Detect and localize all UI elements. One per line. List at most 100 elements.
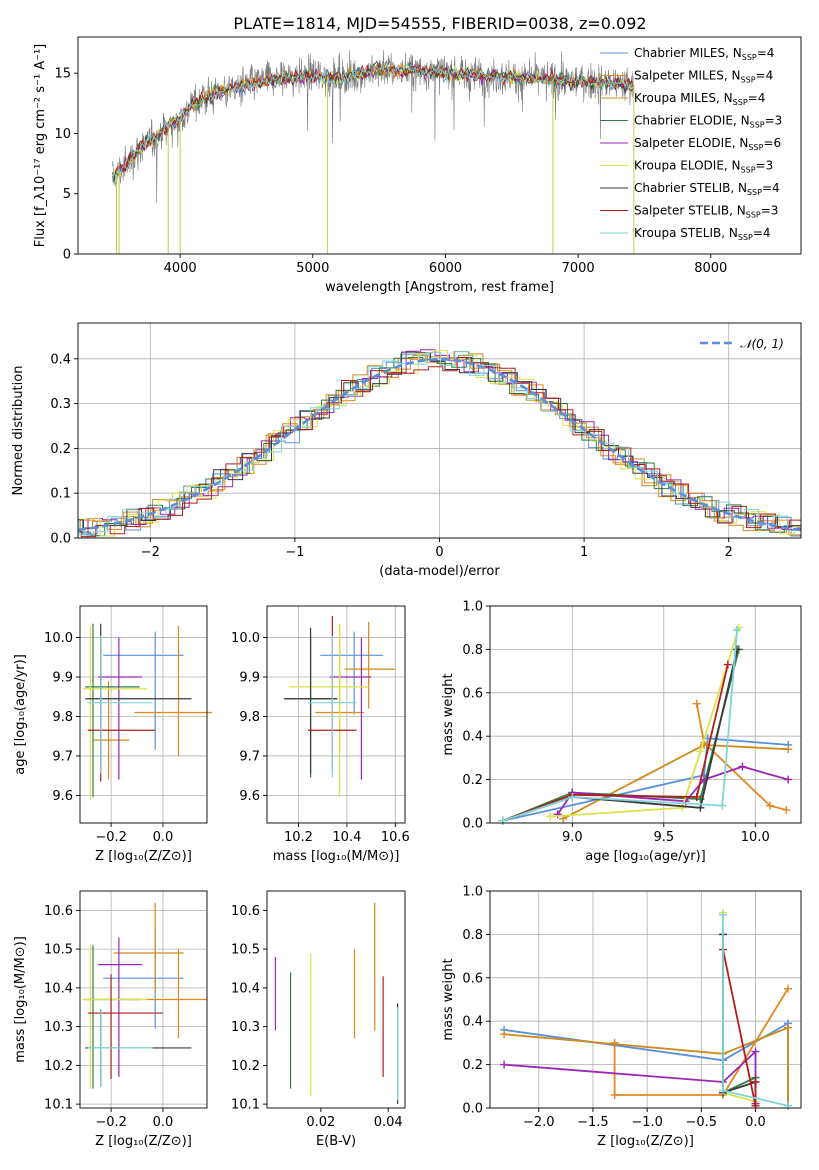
- y-axis-label: Normed distribution: [11, 366, 26, 496]
- histogram-panel: −2 −1 0 1 2 0.0 0.1 0.2 0.3 0.4 (data-model)/error…: [11, 322, 802, 579]
- errorbar-point: [82, 945, 148, 1089]
- y-tick-label: 0.6: [462, 686, 483, 701]
- weight-line: [502, 629, 738, 822]
- age-vs-Z-panel: −0.2 0.0 9.6 9.7 9.8 9.9 10.0 Z [log₁₀(Z/Z⊙)] ag…: [13, 605, 213, 864]
- y-tick-label: 9.8: [52, 710, 73, 725]
- legend-label: 𝒩(0, 1): [740, 337, 784, 351]
- y-tick-label: 10.6: [231, 904, 260, 919]
- y-tick-label: 5: [63, 187, 71, 202]
- y-tick-label: 0.0: [50, 532, 71, 547]
- grid-lines: [267, 606, 405, 823]
- y-tick-label: 0.1: [50, 487, 71, 502]
- weight-series: [553, 762, 793, 819]
- x-tick-label: −1.5: [577, 1115, 609, 1130]
- x-axis-label: (data-model)/error: [379, 564, 500, 579]
- errorbar-point: [329, 637, 372, 780]
- figure-title: PLATE=1814, MJD=54555, FIBERID=0038, z=0…: [233, 14, 646, 33]
- legend-label: Kroupa ELODIE, NSSP=3: [634, 159, 773, 175]
- x-axis-label: wavelength [Angstrom, rest frame]: [325, 280, 554, 295]
- errorbar-point: [87, 635, 153, 774]
- weight-vs-Z-panel: −2.0 −1.5 −1.0 −0.5 0.0 0.0 0.2 0.4 0.6 0.8 1.0 Z […: [441, 885, 802, 1149]
- x-tick-label: 0: [435, 545, 443, 560]
- mass-vs-ebv-panel: 0.02 0.04 10.1 10.2 10.3 10.4 10.5 10.6 E(B-V): [231, 890, 406, 1149]
- gaussian-curve: [77, 357, 802, 532]
- y-tick-label: 0.4: [50, 352, 71, 367]
- x-axis-label: Z [log₁₀(Z/Z⊙)]: [95, 849, 192, 864]
- weight-marker: [718, 1086, 727, 1095]
- plot-frame: [489, 605, 802, 824]
- weight-line: [550, 627, 740, 818]
- x-tick-label: −2: [141, 545, 160, 560]
- x-axis-label: E(B-V): [316, 1134, 356, 1149]
- y-tick-label: 0.2: [462, 1058, 483, 1073]
- weight-line: [504, 1026, 789, 1106]
- weight-marker: [546, 812, 555, 821]
- weight-marker: [500, 1060, 509, 1069]
- grid-lines: [80, 606, 207, 823]
- y-tick-label: 0.8: [462, 643, 483, 658]
- weight-marker: [718, 801, 727, 810]
- weight-marker: [751, 1077, 760, 1086]
- y-tick-label: 10.4: [231, 981, 260, 996]
- spectrum-model-line: [112, 62, 634, 182]
- plot-frame: [266, 890, 406, 1109]
- errorbar-point: [320, 631, 384, 715]
- legend-label: Kroupa MILES, NSSP=4: [634, 91, 765, 107]
- errorbar-point: [87, 639, 156, 782]
- x-tick-label: 4000: [164, 261, 197, 276]
- plot-frame: [489, 890, 802, 1109]
- legend-label: Chabrier MILES, NSSP=4: [634, 46, 774, 62]
- weight-line: [613, 988, 789, 1096]
- spectrum-legend: Chabrier MILES, NSSP=4 Salpeter MILES, NS…: [600, 46, 782, 242]
- y-tick-label: 0.2: [462, 773, 483, 788]
- y-tick-label: 9.7: [239, 749, 260, 764]
- mass-vs-Z-panel: −0.2 0.0 10.1 10.2 10.3 10.4 10.5 10.6 Z [log₁₀(…: [13, 890, 208, 1149]
- y-tick-label: 9.8: [239, 710, 260, 725]
- x-tick-label: −0.5: [686, 1115, 718, 1130]
- x-tick-label: 0.02: [306, 1115, 335, 1130]
- weight-series: [692, 699, 791, 814]
- plot-frame: [266, 605, 406, 824]
- y-tick-label: 9.6: [239, 789, 260, 804]
- weight-series: [498, 625, 741, 825]
- x-tick-label: −1: [285, 545, 304, 560]
- y-tick-label: 10: [54, 127, 71, 142]
- y-tick-label: 10.2: [44, 1059, 73, 1074]
- y-tick-label: 10.0: [44, 631, 73, 646]
- x-tick-label: 0.04: [374, 1115, 403, 1130]
- weight-marker: [723, 660, 732, 669]
- weight-line: [504, 1049, 757, 1104]
- x-tick-label: 1: [580, 545, 588, 560]
- x-tick-label: −0.2: [95, 1115, 127, 1130]
- weight-marker: [696, 747, 705, 756]
- y-tick-label: 0.3: [50, 397, 71, 412]
- weight-marker: [783, 1023, 792, 1032]
- x-tick-label: 10.2: [284, 830, 313, 845]
- y-tick-label: 0.2: [50, 442, 71, 457]
- x-tick-label: 6000: [429, 261, 462, 276]
- y-axis-label: mass weight: [441, 673, 456, 755]
- spectrum-panel: 4000 5000 6000 7000 8000 0 5 10 15 wavelength [An…: [33, 36, 802, 295]
- y-tick-label: 9.9: [239, 671, 260, 686]
- x-tick-label: 8000: [694, 261, 727, 276]
- errorbar-point: [98, 637, 143, 780]
- errorbar-point: [288, 623, 369, 798]
- weight-line: [722, 949, 757, 1106]
- y-axis-label: Flux [f_λ10⁻¹⁷ erg cm⁻² s⁻¹ A⁻¹]: [33, 44, 48, 248]
- weight-marker: [678, 803, 687, 812]
- y-tick-label: 10.3: [44, 1020, 73, 1035]
- y-tick-label: 0.8: [462, 928, 483, 943]
- y-tick-label: 10.6: [44, 904, 73, 919]
- y-axis-label: age [log₁₀(age/yr)]: [13, 654, 28, 775]
- x-tick-label: 10.6: [381, 830, 410, 845]
- weight-marker: [784, 745, 793, 754]
- x-tick-label: 0.0: [153, 830, 174, 845]
- y-tick-label: 0.4: [462, 1015, 483, 1030]
- legend-label: Salpeter ELODIE, NSSP=6: [634, 136, 781, 152]
- plot-frame: [79, 890, 208, 1109]
- y-tick-label: 0.0: [462, 1102, 483, 1117]
- y-tick-label: 10.4: [44, 981, 73, 996]
- errorbar-point: [134, 625, 213, 756]
